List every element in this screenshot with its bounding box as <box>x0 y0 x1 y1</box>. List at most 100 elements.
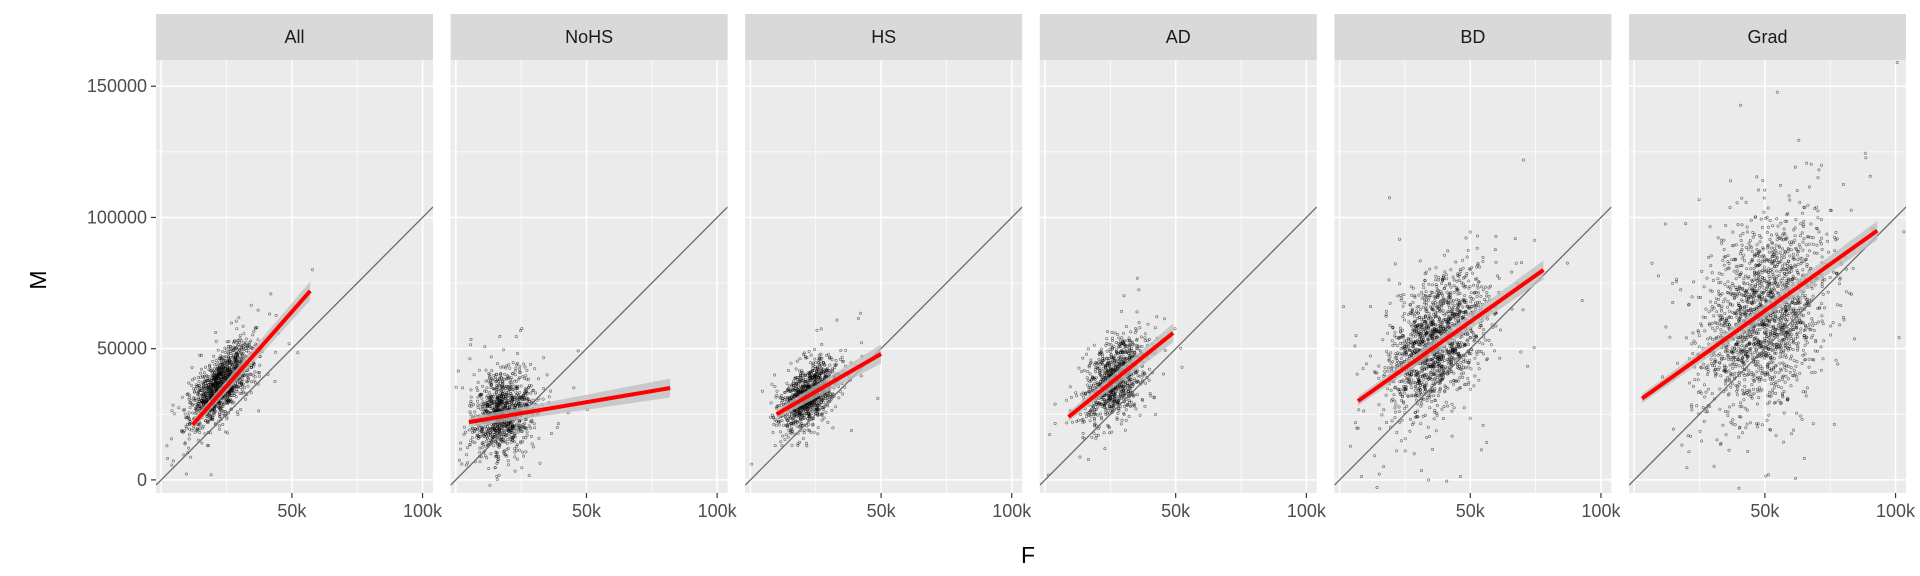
fit-line <box>775 352 883 417</box>
data-point <box>832 394 836 398</box>
data-point <box>459 441 463 445</box>
data-point <box>489 378 493 382</box>
data-point <box>1090 412 1094 416</box>
data-point <box>242 332 246 336</box>
data-point <box>226 368 230 372</box>
data-point <box>1120 389 1124 393</box>
data-point <box>203 389 207 393</box>
data-point <box>200 389 204 393</box>
data-point <box>471 402 475 406</box>
data-point <box>243 354 247 358</box>
data-point <box>785 388 789 392</box>
data-point <box>185 422 189 426</box>
data-point <box>816 400 820 404</box>
data-point <box>1393 399 1397 403</box>
data-point <box>1131 385 1135 389</box>
data-point <box>795 381 799 385</box>
data-point <box>478 435 482 439</box>
data-point <box>1085 415 1089 419</box>
data-point <box>1441 296 1445 300</box>
data-point <box>1384 314 1388 318</box>
x-tick-label: 100k <box>698 501 738 521</box>
data-point <box>1118 384 1122 388</box>
data-point <box>793 377 797 381</box>
data-point <box>287 342 291 346</box>
data-point <box>476 380 480 384</box>
data-point <box>1147 337 1151 341</box>
data-point <box>225 362 229 366</box>
data-point <box>798 372 802 376</box>
data-point <box>1154 412 1158 416</box>
data-point <box>498 423 502 427</box>
data-point <box>784 416 788 420</box>
data-point <box>1102 406 1106 410</box>
facet-label: HS <box>871 27 896 47</box>
data-point <box>1093 381 1097 385</box>
data-point <box>181 408 185 412</box>
data-point <box>229 407 233 411</box>
data-point <box>209 374 213 378</box>
data-point <box>834 405 838 409</box>
data-point <box>216 376 220 380</box>
data-point <box>805 411 809 415</box>
data-point <box>801 436 805 440</box>
data-point <box>825 393 829 397</box>
data-point <box>815 372 819 376</box>
data-point <box>802 384 806 388</box>
data-point <box>839 348 843 352</box>
data-point <box>495 477 499 481</box>
data-point <box>1092 404 1096 408</box>
data-point <box>804 373 808 377</box>
data-point <box>202 383 206 387</box>
data-point <box>498 402 502 406</box>
data-point <box>521 394 525 398</box>
data-point <box>798 424 802 428</box>
data-point <box>219 404 223 408</box>
data-point <box>193 390 197 394</box>
facet-label: AD <box>1166 27 1191 47</box>
data-point <box>230 369 234 373</box>
data-point <box>1137 345 1141 349</box>
data-point <box>779 393 783 397</box>
data-point <box>1375 371 1379 375</box>
data-point <box>834 358 838 362</box>
data-point <box>507 363 511 367</box>
data-point <box>214 339 218 343</box>
data-point <box>809 353 813 357</box>
data-point <box>1081 356 1085 360</box>
data-point <box>522 391 526 395</box>
data-point <box>1087 364 1091 368</box>
facet-strip <box>450 14 728 60</box>
data-point <box>511 361 515 365</box>
data-point <box>221 349 225 353</box>
data-point <box>805 407 809 411</box>
data-point <box>1087 365 1091 369</box>
data-point <box>520 327 524 331</box>
data-point <box>1136 344 1140 348</box>
data-point <box>791 379 795 383</box>
data-point <box>1101 359 1105 363</box>
data-point <box>476 388 480 392</box>
data-point <box>508 435 512 439</box>
data-point <box>1373 454 1377 458</box>
data-point <box>1118 362 1122 366</box>
data-point <box>169 437 173 441</box>
data-point <box>505 448 509 452</box>
data-point <box>515 444 519 448</box>
data-point <box>506 437 510 441</box>
data-point <box>1136 380 1140 384</box>
data-point <box>250 365 254 369</box>
data-point <box>1110 338 1114 342</box>
data-point <box>810 369 814 373</box>
data-point <box>790 413 794 417</box>
data-point <box>485 402 489 406</box>
data-point <box>235 327 239 331</box>
data-point <box>1131 390 1135 394</box>
data-point <box>1093 363 1097 367</box>
data-point <box>1131 342 1135 346</box>
data-point <box>1117 344 1121 348</box>
data-point <box>1096 402 1100 406</box>
data-point <box>1388 196 1392 200</box>
data-point <box>230 368 234 372</box>
data-point <box>530 420 534 424</box>
